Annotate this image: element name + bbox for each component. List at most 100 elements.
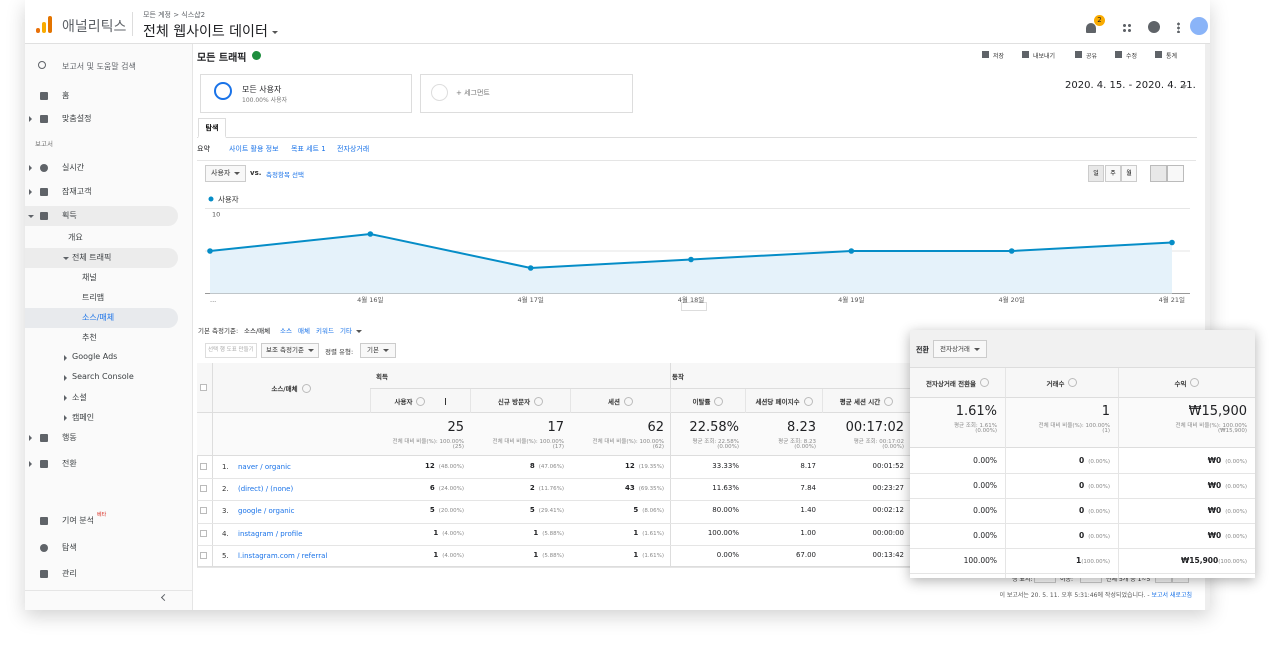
breadcrumb[interactable]: 모든 계정 > 식스샵2 [143, 11, 206, 19]
overlay-select[interactable]: 전자상거래 [933, 340, 987, 358]
date-range[interactable]: 2020. 4. 15. - 2020. 4. 21. [1065, 80, 1196, 91]
date-caret[interactable] [1181, 85, 1187, 89]
help-icon[interactable] [1190, 378, 1200, 387]
bell[interactable] [1086, 23, 1096, 33]
help-icon[interactable] [301, 383, 311, 393]
action[interactable]: 공유 [1086, 53, 1098, 60]
action[interactable]: 내보내기 [1033, 53, 1056, 60]
nav-item[interactable]: 추천 [82, 333, 97, 342]
nav-item[interactable]: 잠재고객 [62, 187, 92, 196]
nav-item[interactable]: 채널 [82, 273, 97, 282]
period-button[interactable]: 월 [1121, 165, 1137, 182]
dimension-option[interactable]: 기타 [340, 325, 362, 335]
action-icon[interactable] [982, 51, 989, 58]
apps-icon[interactable] [1122, 23, 1132, 33]
row-checkbox[interactable] [200, 485, 207, 493]
action[interactable]: 통계 [1166, 53, 1178, 60]
segment-add-card[interactable] [420, 74, 633, 113]
help-icon[interactable] [416, 396, 426, 406]
row-link[interactable]: l.instagram.com / referral [238, 551, 328, 560]
sort-select[interactable]: 기본 [360, 343, 396, 358]
period-button[interactable]: 주 [1105, 165, 1121, 182]
column-header[interactable]: 거래수 [1005, 368, 1118, 398]
subtab[interactable]: 전자상거래 [337, 145, 370, 153]
help-icon[interactable] [1068, 378, 1078, 387]
chart-type-motion[interactable] [1167, 165, 1184, 182]
subtab[interactable]: 요약 [197, 145, 210, 153]
nav-item[interactable]: 전환 [62, 459, 77, 468]
column-header[interactable]: 평균 세션 시간 [822, 389, 910, 413]
search-box[interactable]: 보고서 및 도움말 검색 [62, 62, 136, 71]
nav-item[interactable]: 전체 트래픽 [72, 253, 112, 262]
column-header[interactable]: 전자상거래 전환율 [910, 368, 1005, 398]
row-link[interactable]: (direct) / (none) [238, 485, 294, 494]
help-icon[interactable] [980, 378, 990, 387]
nav-item[interactable]: 홈 [62, 91, 70, 100]
action-icon[interactable] [1075, 51, 1082, 58]
metric-select[interactable]: 사용자 [205, 165, 247, 182]
action[interactable]: 저장 [993, 53, 1005, 60]
header-checkbox[interactable] [200, 384, 207, 391]
dimension-option[interactable]: 키워드 [316, 327, 334, 335]
row-checkbox[interactable] [200, 529, 207, 537]
table-cell: 12 (48.00%) [369, 462, 464, 470]
column-header[interactable]: 이탈률 [670, 389, 745, 413]
help-icon[interactable] [534, 396, 544, 406]
help-icon[interactable] [714, 396, 724, 406]
help-icon[interactable] [884, 396, 894, 406]
row-checkbox[interactable] [200, 507, 207, 515]
help-icon[interactable] [1148, 21, 1160, 33]
dimension-option[interactable]: 매체 [298, 327, 310, 335]
period-button[interactable]: 일 [1088, 165, 1104, 182]
nav-item[interactable]: 기여 분석 [62, 516, 94, 525]
row-link[interactable]: instagram / profile [238, 529, 303, 538]
nav-item[interactable]: Search Console [72, 372, 134, 381]
nav-item[interactable]: 개요 [68, 233, 83, 242]
row-link[interactable]: google / organic [238, 507, 295, 516]
segment-card[interactable] [200, 74, 412, 113]
column-header[interactable]: 세션당 페이지수 [745, 389, 822, 413]
metric-add[interactable]: 측정항목 선택 [266, 171, 304, 179]
action-icon[interactable] [1115, 51, 1122, 58]
column-header[interactable]: 사용자 [370, 389, 470, 413]
nav-item[interactable]: Google Ads [72, 352, 118, 361]
avatar[interactable] [1190, 17, 1208, 35]
help-icon[interactable] [623, 396, 633, 406]
total-value: 8.23 [787, 420, 816, 435]
nav-item[interactable]: 맞춤설정 [62, 114, 92, 123]
subtab[interactable]: 사이트 활용 정보 [229, 145, 279, 153]
row-checkbox[interactable] [200, 463, 207, 470]
tab[interactable]: 탐색 [198, 118, 226, 138]
sort-arrow[interactable] [445, 397, 447, 405]
property-title[interactable]: 전체 웹사이트 데이터 [143, 21, 278, 41]
column-header[interactable]: 소스/매체 [212, 363, 370, 413]
help-icon[interactable] [803, 396, 813, 406]
point [207, 248, 213, 254]
nav-item[interactable]: 실시간 [62, 163, 85, 172]
nav-item[interactable]: 탐색 [62, 543, 77, 552]
nav-item[interactable]: 행동 [62, 433, 77, 442]
row-checkbox[interactable] [200, 551, 207, 559]
refresh-link[interactable]: 보고서 새로고침 [1151, 592, 1192, 599]
secondary-dimension[interactable]: 보조 측정기준 [261, 343, 319, 358]
column-header[interactable]: 신규 방문자 [470, 389, 570, 413]
nav-item[interactable]: 관리 [62, 569, 77, 578]
nav-item[interactable]: 소스/매체 [82, 313, 115, 322]
chart-toggle-tab[interactable] [681, 302, 707, 311]
plot-rows-button[interactable]: 선택 행 도표 만들기 [205, 343, 257, 358]
column-header[interactable]: 세션 [570, 389, 670, 413]
subtab[interactable]: 목표 세트 1 [291, 145, 326, 153]
column-header[interactable]: 수익 [1118, 368, 1255, 398]
row-link[interactable]: naver / organic [238, 463, 291, 471]
chart-type-line[interactable] [1150, 165, 1167, 182]
dimension-option[interactable]: 소스 [280, 327, 292, 335]
action[interactable]: 수정 [1126, 53, 1138, 60]
action-icon[interactable] [1022, 51, 1029, 58]
cell-value: 1 [533, 528, 539, 537]
nav-item[interactable]: 획득 [62, 211, 77, 220]
nav-item[interactable]: 캠페인 [72, 413, 95, 422]
action-icon[interactable] [1155, 51, 1162, 58]
nav-item[interactable]: 소셜 [72, 393, 87, 402]
more-icon[interactable] [1177, 22, 1180, 33]
nav-item[interactable]: 트리맵 [82, 293, 105, 302]
